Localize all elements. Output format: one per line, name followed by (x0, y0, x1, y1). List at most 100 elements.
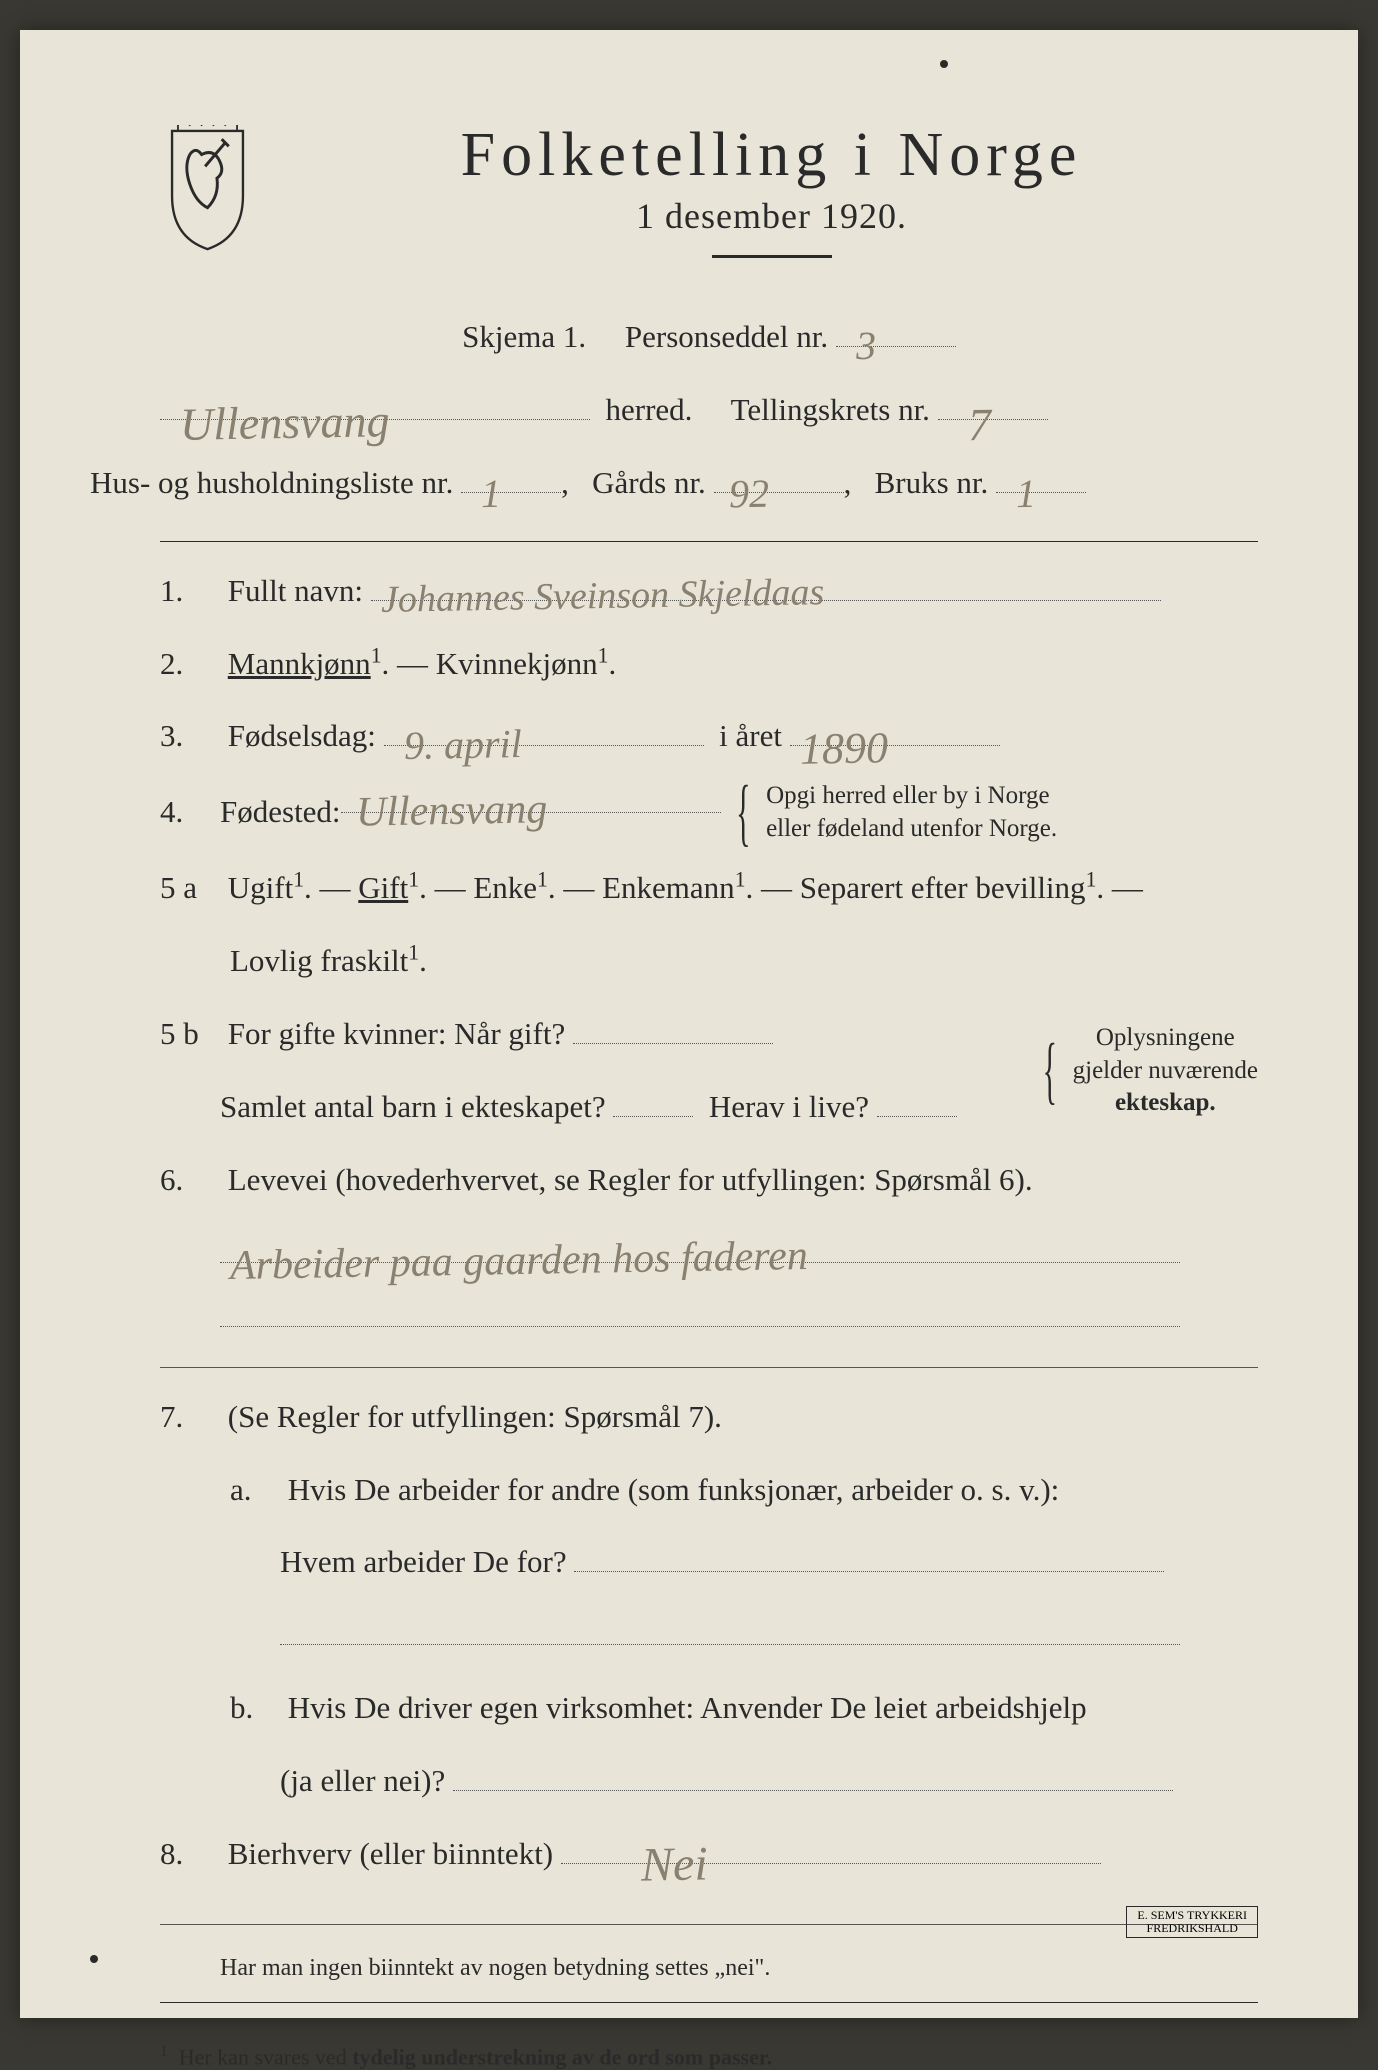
q5b-note-l2: gjelder nuværende (1073, 1057, 1258, 1084)
q5a-enkemann: Enkemann (602, 870, 735, 905)
q3-year-value: 1890 (799, 707, 888, 792)
printer-mark: E. SEM'S TRYKKERI FREDRIKSHALD (1126, 1906, 1258, 1938)
q2-sup1: 1 (371, 643, 382, 667)
herred-label: herred. (606, 392, 693, 427)
footer-note: Har man ingen biinntekt av nogen betydni… (160, 1955, 1258, 1982)
title-rule (712, 255, 832, 258)
meta-line-2: Ullensvang herred. Tellingskrets nr. 7 (160, 381, 1258, 440)
q7b-l2: (ja eller nei)? (280, 1763, 445, 1798)
thin-divider-2 (160, 1924, 1258, 1925)
personseddel-value: 3 (855, 308, 876, 384)
q5a-num: 5 a (160, 859, 220, 918)
q5b-l2a: Samlet antal barn i ekteskapet? (220, 1089, 606, 1124)
q7b-label: b. (230, 1679, 280, 1738)
q1-num: 1. (160, 562, 220, 621)
q2-line: 2. Mannkjønn1. — Kvinnekjønn1. (160, 635, 1258, 694)
personseddel-label: Personseddel nr. (625, 319, 828, 354)
q1-field: Johannes Sveinson Skjeldaas (371, 600, 1161, 601)
q5b-num: 5 b (160, 1005, 220, 1064)
q5b-block: 5 b For gifte kvinner: Når gift? Samlet … (160, 1005, 1258, 1137)
q4-note: Opgi herred eller by i Norge eller fødel… (736, 780, 1057, 845)
q7-line: 7. (Se Regler for utfyllingen: Spørsmål … (160, 1388, 1258, 1447)
q7b-field (453, 1790, 1173, 1791)
q8-field: Nei (561, 1863, 1101, 1864)
q4-value: Ullensvang (355, 771, 548, 854)
footnote: 1 Her kan svares ved tydelig understrekn… (160, 2043, 1258, 2070)
main-title: Folketelling i Norge (285, 120, 1258, 191)
meta-line-1: Skjema 1. Personseddel nr. 3 (160, 308, 1258, 367)
q5b-gift-field (573, 1043, 773, 1044)
q3-mid: i året (719, 718, 782, 753)
printer-l2: FREDRIKSHALD (1137, 1922, 1247, 1935)
q5a-lovlig: Lovlig fraskilt (230, 943, 408, 978)
q3-label: Fødselsdag: (228, 718, 376, 753)
q3-line: 3. Fødselsdag: 9. april i året 1890 (160, 707, 1258, 766)
q7a-blank (160, 1606, 1258, 1665)
q7b-line1: b. Hvis De driver egen virksomhet: Anven… (160, 1679, 1258, 1738)
q5a-line1: 5 a Ugift1. — Gift1. — Enke1. — Enkemann… (160, 859, 1258, 918)
q7a-field-2 (280, 1644, 1180, 1645)
q6-line: 6. Levevei (hovederhvervet, se Regler fo… (160, 1151, 1258, 1210)
q8-line: 8. Bierhverv (eller biinntekt) Nei (160, 1825, 1258, 1884)
q4-field: Ullensvang (341, 812, 721, 813)
q5b-note: Oplysningene gjelder nuværende ekteskap. (1043, 1022, 1258, 1120)
q2-dash: — (397, 646, 436, 681)
q7b-l1: Hvis De driver egen virksomhet: Anvender… (288, 1690, 1087, 1725)
ink-dot (90, 1955, 98, 1963)
q7a-l2: Hvem arbeider De for? (280, 1544, 567, 1579)
q2-mann: Mannkjønn (228, 646, 371, 681)
q7b-line2: (ja eller nei)? (160, 1752, 1258, 1811)
bruks-field: 1 (996, 492, 1086, 493)
subtitle: 1 desember 1920. (285, 195, 1258, 237)
q7a-line2: Hvem arbeider De for? (160, 1533, 1258, 1592)
q7a-label: a. (230, 1461, 280, 1520)
q6-answer-line: Arbeider paa gaarden hos faderen (160, 1224, 1258, 1274)
q8-label: Bierhverv (eller biinntekt) (228, 1836, 553, 1871)
thin-divider (160, 1367, 1258, 1368)
title-block: Folketelling i Norge 1 desember 1920. (285, 120, 1258, 258)
coat-of-arms-icon (160, 125, 255, 255)
tellingskrets-field: 7 (938, 419, 1048, 420)
q2-num: 2. (160, 635, 220, 694)
q5b-line2: Samlet antal barn i ekteskapet? Herav i … (160, 1078, 1023, 1137)
q6-blank-line (160, 1288, 1258, 1347)
section-divider (160, 541, 1258, 542)
q5a-gift: Gift (358, 870, 408, 905)
q4-line: 4. Fødested: Ullensvang Opgi herred elle… (160, 780, 1258, 845)
q6-label: Levevei (hovederhvervet, se Regler for u… (228, 1162, 1033, 1197)
q8-value: Nei (640, 1818, 708, 1910)
gards-field: 92 (714, 492, 844, 493)
form-body: Skjema 1. Personseddel nr. 3 Ullensvang … (160, 308, 1258, 2070)
census-form-page: Folketelling i Norge 1 desember 1920. Sk… (20, 30, 1358, 2018)
gards-label: Gårds nr. (592, 465, 706, 500)
q7-label: (Se Regler for utfyllingen: Spørsmål 7). (228, 1399, 722, 1434)
q8-num: 8. (160, 1825, 220, 1884)
husliste-value: 1 (480, 456, 501, 532)
q4-num: 4. (160, 783, 220, 842)
q7a-field (574, 1571, 1164, 1572)
q3-num: 3. (160, 707, 220, 766)
footnote-text: Her kan svares ved tydelig understreknin… (179, 2044, 772, 2069)
tellingskrets-label: Tellingskrets nr. (731, 392, 930, 427)
bruks-value: 1 (1015, 456, 1036, 532)
q5a-separert: Separert efter bevilling (800, 870, 1086, 905)
q2-sup2: 1 (598, 643, 609, 667)
husliste-field: 1 (461, 492, 561, 493)
q5a-enke: Enke (473, 870, 537, 905)
q1-value: Johannes Sveinson Skjeldaas (380, 556, 824, 636)
q4-label: Fødested: (220, 783, 341, 842)
q5b-live-field (877, 1116, 957, 1117)
skjema-label: Skjema 1. (462, 319, 586, 354)
footnote-marker: 1 (160, 2043, 168, 2060)
q5a-line2: Lovlig fraskilt1. (160, 932, 1258, 991)
q5b-line1: 5 b For gifte kvinner: Når gift? (160, 1005, 1023, 1064)
bruks-label: Bruks nr. (875, 465, 989, 500)
q6-num: 6. (160, 1151, 220, 1210)
q1-line: 1. Fullt navn: Johannes Sveinson Skjelda… (160, 562, 1258, 621)
q6-field: Arbeider paa gaarden hos faderen (220, 1262, 1180, 1263)
q5b-note-l3: ekteskap. (1115, 1089, 1216, 1116)
personseddel-field: 3 (836, 346, 956, 347)
section-divider-2 (160, 2002, 1258, 2003)
ink-dot (940, 60, 948, 68)
q6-field-2 (220, 1326, 1180, 1327)
